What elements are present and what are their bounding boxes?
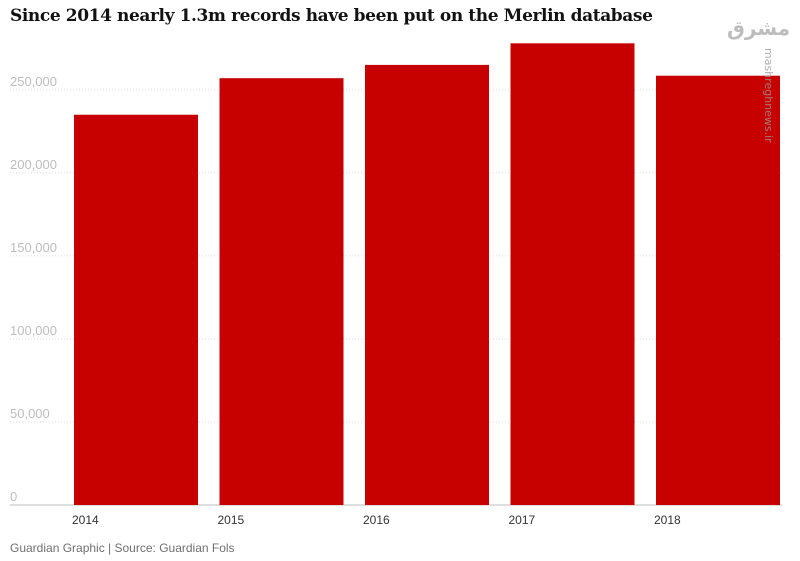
- x-tick-label: 2018: [654, 513, 681, 527]
- x-tick-label: 2016: [363, 513, 390, 527]
- x-tick-label: 2017: [509, 513, 536, 527]
- x-axis-tick-labels: 2014 2015 2016 2017 2018: [72, 513, 681, 527]
- bars: [74, 43, 780, 506]
- watermark-url: mashreghnews.ir: [762, 48, 775, 143]
- y-tick-label: 200,000: [10, 157, 57, 172]
- chart-title: Since 2014 nearly 1.3m records have been…: [10, 6, 653, 26]
- watermark: مشرق mashreghnews.ir: [727, 14, 790, 143]
- bar-2016: [365, 64, 489, 506]
- source-note: Guardian Graphic | Source: Guardian Fols: [10, 541, 235, 555]
- x-tick-label: 2014: [72, 513, 99, 527]
- y-tick-label: 50,000: [10, 406, 50, 421]
- y-tick-label: 150,000: [10, 240, 57, 255]
- bar-2015: [219, 78, 344, 506]
- bar-2017: [510, 43, 635, 505]
- y-axis-tick-labels: 0 50,000 100,000 150,000 200,000 250,000: [10, 74, 57, 504]
- y-tick-label: 100,000: [10, 323, 57, 338]
- y-tick-label: 0: [10, 489, 17, 504]
- bar-2018: [656, 75, 780, 506]
- x-tick-label: 2015: [218, 513, 245, 527]
- watermark-logo: مشرق: [727, 16, 791, 40]
- y-tick-label: 250,000: [10, 74, 57, 89]
- bar-2014: [74, 114, 198, 505]
